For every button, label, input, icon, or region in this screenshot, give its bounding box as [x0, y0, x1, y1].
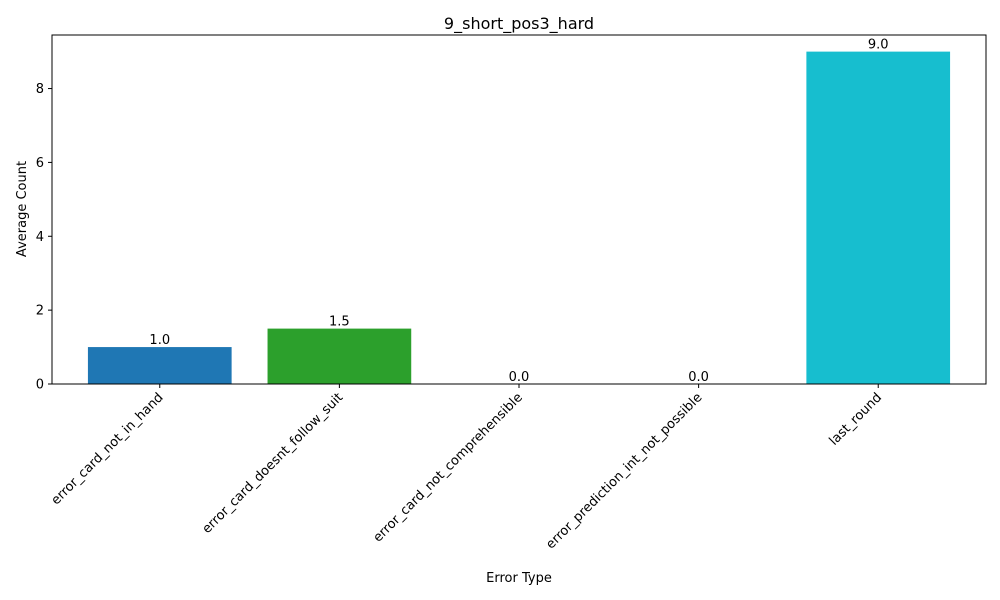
data-label-error_prediction_int_not_possible: 0.0	[688, 370, 709, 385]
data-label-error_card_not_comprehensible: 0.0	[509, 370, 530, 385]
bar-last_round	[806, 51, 951, 384]
data-label-error_card_not_in_hand: 1.0	[149, 333, 170, 348]
x-tick-label: error_card_not_in_hand	[49, 390, 167, 508]
x-tick-label: error_card_not_comprehensible	[371, 390, 526, 545]
y-tick-label: 8	[36, 82, 44, 97]
y-tick-label: 0	[36, 378, 44, 393]
x-axis: error_card_not_in_hand error_card_doesnt_…	[49, 384, 885, 552]
y-axis: 0 2 4 6 8	[36, 82, 52, 393]
x-tick-label: error_prediction_int_not_possible	[543, 390, 705, 552]
bar-error_card_not_in_hand	[87, 347, 232, 384]
y-tick-label: 2	[36, 304, 44, 319]
y-axis-label: Average Count	[15, 161, 30, 257]
data-label-last_round: 9.0	[868, 38, 889, 53]
x-tick-label: last_round	[827, 390, 885, 448]
chart-title: 9_short_pos3_hard	[444, 14, 594, 34]
y-tick-label: 4	[36, 230, 44, 245]
bar-error_card_doesnt_follow_suit	[267, 328, 412, 384]
data-label-error_card_doesnt_follow_suit: 1.5	[329, 315, 350, 330]
data-labels-layer: 1.0 1.5 0.0 0.0 9.0	[149, 38, 888, 385]
plot-frame	[51, 34, 987, 385]
y-tick-label: 6	[36, 156, 44, 171]
bars-layer	[87, 51, 951, 384]
x-axis-label: Error Type	[486, 571, 552, 586]
x-tick-label: error_card_doesnt_follow_suit	[200, 390, 347, 537]
